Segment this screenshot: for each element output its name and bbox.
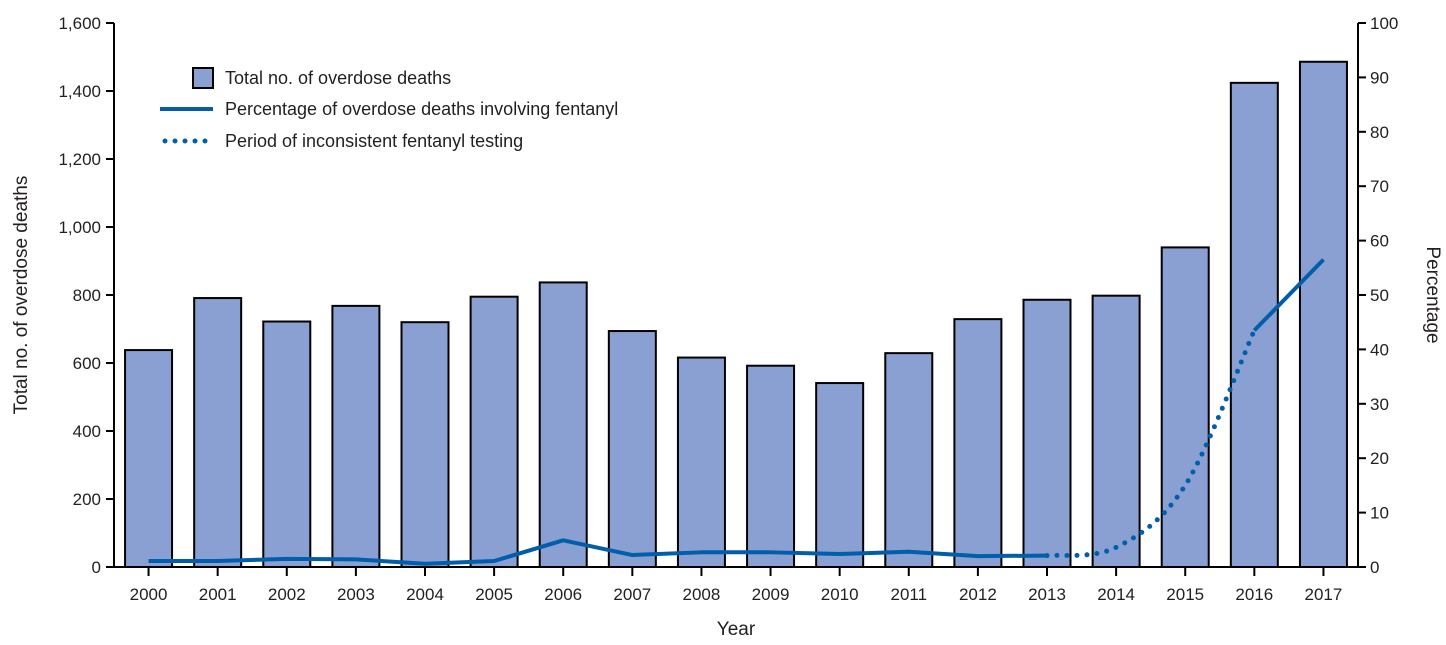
bar-2008: [676, 356, 726, 568]
y2-tick-label: 90: [1370, 68, 1389, 87]
x-tick-label: 2009: [752, 585, 790, 604]
legend-bar-swatch: [192, 67, 214, 89]
bar-2005: [469, 295, 519, 568]
x-tick-label: 2002: [268, 585, 306, 604]
bar-2007: [607, 330, 657, 569]
y-tick-label: 800: [73, 286, 101, 305]
x-tick-label: 2008: [683, 585, 721, 604]
y-tick-label: 1,600: [58, 14, 101, 33]
y2-tick-label: 20: [1370, 449, 1389, 468]
x-tick-label: 2014: [1097, 585, 1135, 604]
y-tick-label: 0: [92, 558, 101, 577]
y2-axis-title: Percentage: [1422, 246, 1443, 343]
y2-tick-label: 70: [1370, 177, 1389, 196]
y2-tick-label: 50: [1370, 286, 1389, 305]
y-axis-title: Total no. of overdose deaths: [11, 176, 32, 415]
y-tick-label: 1,400: [58, 82, 101, 101]
bar-2006: [538, 281, 588, 568]
y2-tick-label: 30: [1370, 395, 1389, 414]
legend-solid-line-label: Percentage of overdose deaths involving …: [225, 99, 618, 119]
bar-2014: [1091, 294, 1141, 568]
y2-tick-label: 0: [1370, 558, 1379, 577]
x-tick-label: 2012: [959, 585, 997, 604]
y-tick-label: 1,200: [58, 150, 101, 169]
y-tick-label: 400: [73, 422, 101, 441]
y-tick-label: 200: [73, 490, 101, 509]
fentanyl-line-dotted: [1044, 327, 1257, 559]
lines-layer: [148, 258, 1325, 566]
x-tick-label: 2010: [821, 585, 859, 604]
y-tick-label: 1,000: [58, 218, 101, 237]
bar-2016: [1229, 81, 1279, 568]
x-tick-label: 2004: [406, 585, 444, 604]
bar-2004: [400, 321, 450, 569]
fentanyl-line-solid-late: [1252, 258, 1325, 332]
x-tick-label: 2011: [890, 585, 927, 604]
y2-tick-label: 100: [1370, 14, 1398, 33]
bar-2015: [1160, 246, 1210, 568]
bar-2001: [193, 297, 243, 568]
x-ticks: 2000 2001 2002 2003 2004 2005 2006 2007 2008 2009…: [130, 567, 1343, 604]
right-y-ticks: 0 10 20 30 40 50 60 70 80 90 100: [1358, 14, 1398, 577]
x-axis-title: Year: [717, 619, 756, 640]
y-tick-label: 600: [73, 354, 101, 373]
left-y-ticks: 0 200 400 600 800 1,000 1,200 1,400 1,600: [58, 14, 114, 577]
x-tick-label: 2013: [1028, 585, 1066, 604]
bar-2009: [746, 364, 796, 568]
legend-dotted-line-label: Period of inconsistent fentanyl testing: [225, 131, 523, 151]
legend: Total no. of overdose deaths Percentage …: [160, 67, 618, 151]
x-tick-label: 2003: [337, 585, 375, 604]
y2-tick-label: 80: [1370, 123, 1389, 142]
x-tick-label: 2005: [475, 585, 513, 604]
bar-2012: [953, 318, 1003, 569]
fentanyl-line-solid-early: [148, 538, 1048, 566]
x-tick-label: 2017: [1305, 585, 1343, 604]
bar-2017: [1298, 60, 1348, 568]
x-tick-label: 2006: [544, 585, 582, 604]
x-tick-label: 2015: [1166, 585, 1204, 604]
bars-layer: [124, 60, 1348, 569]
x-tick-label: 2007: [613, 585, 651, 604]
x-tick-label: 2000: [130, 585, 168, 604]
bar-2013: [1022, 298, 1072, 568]
bar-2010: [815, 382, 865, 568]
x-tick-label: 2016: [1235, 585, 1273, 604]
legend-bar-label: Total no. of overdose deaths: [225, 68, 451, 88]
bar-2002: [262, 320, 312, 568]
y2-tick-label: 40: [1370, 340, 1389, 359]
bar-2011: [884, 352, 934, 569]
y2-tick-label: 10: [1370, 504, 1389, 523]
bar-2003: [331, 304, 381, 568]
x-tick-label: 2001: [199, 585, 237, 604]
bar-2000: [124, 349, 174, 568]
y2-tick-label: 60: [1370, 232, 1389, 251]
